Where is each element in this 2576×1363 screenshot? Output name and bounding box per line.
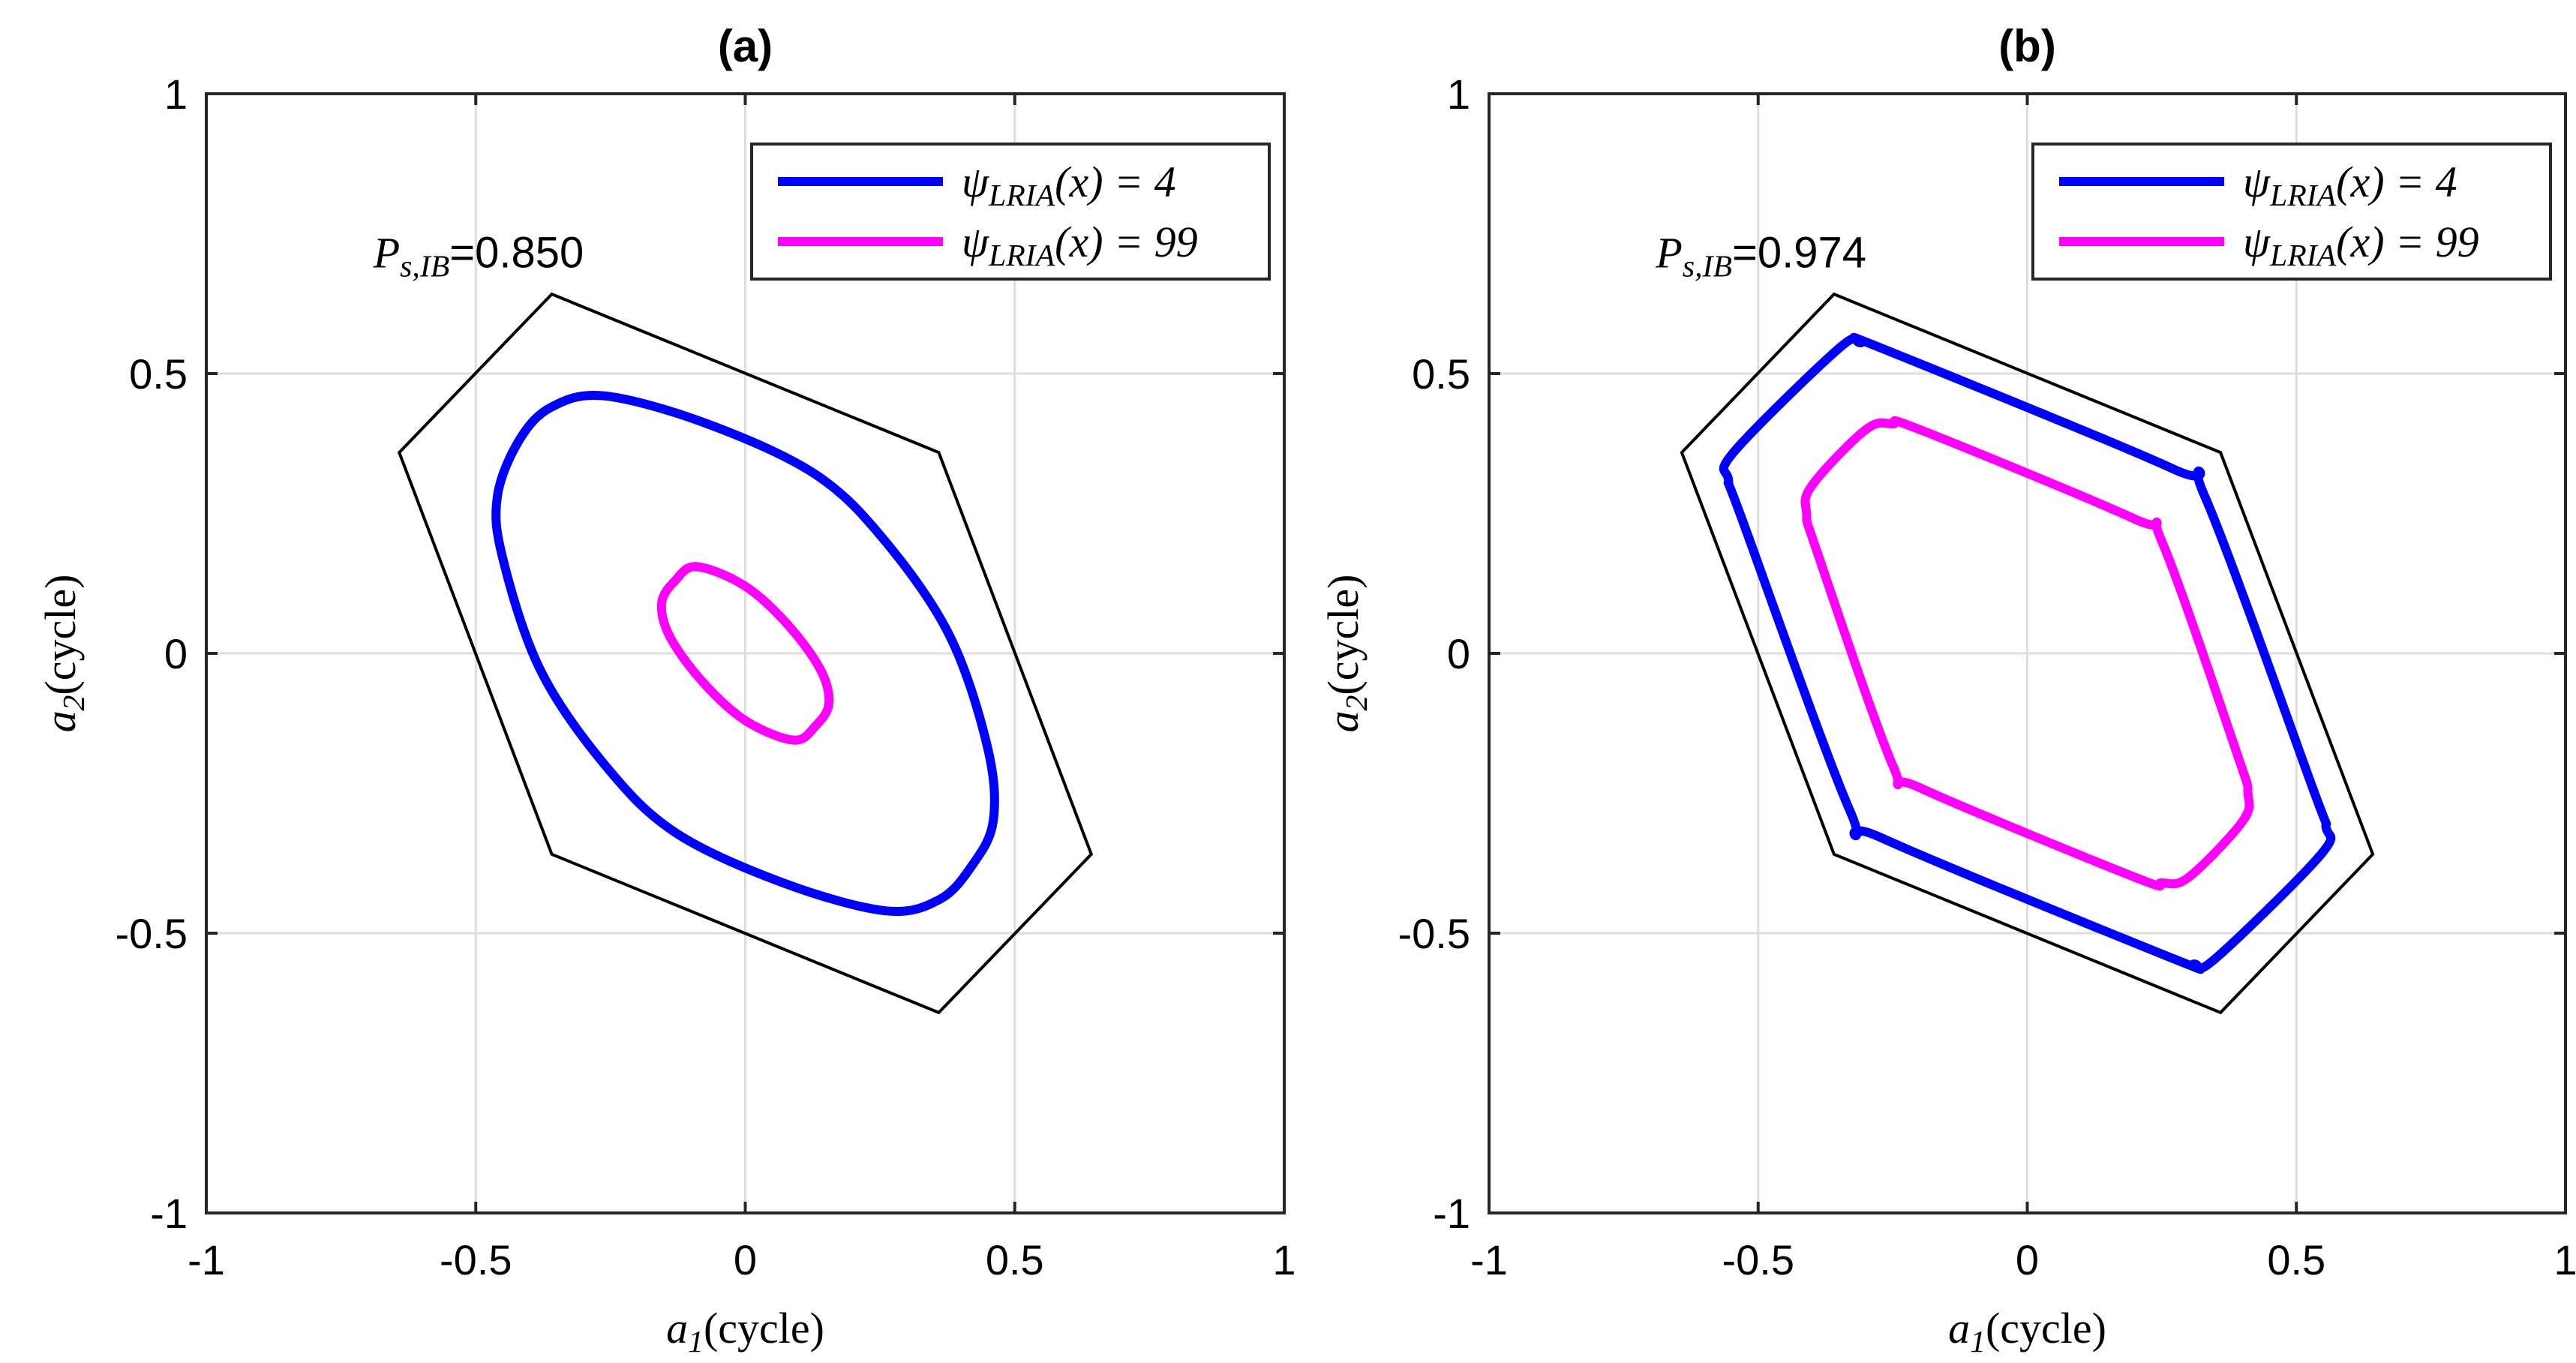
legend-entry-psi-4: ψLRIA(x) = 4 <box>2243 158 2457 213</box>
y-tick-label: 0.5 <box>129 350 188 398</box>
y-axis-label-var: a <box>36 710 85 732</box>
legend-rest: (x) = 4 <box>1055 158 1176 206</box>
legend-psi: ψ <box>962 218 989 266</box>
x-axis-label-sub: 1 <box>1970 1325 1986 1359</box>
y-tick-label: 0 <box>164 630 188 677</box>
x-tick-label: 0.5 <box>986 1236 1044 1283</box>
y-tick-label: -1 <box>150 1190 188 1237</box>
annotation-value: =0.974 <box>1732 228 1866 277</box>
panel-b: -1 -0.5 0 0.5 110.50-0.5-1(b)a1(cycle)a2(cyc… <box>1319 21 2576 1359</box>
legend-sub: LRIA <box>2269 239 2337 273</box>
y-axis-label-unit: (cycle) <box>36 575 85 695</box>
x-axis-label-sub: 1 <box>688 1325 704 1359</box>
y-tick-label: 0.5 <box>1412 350 1470 398</box>
legend-psi: ψ <box>962 158 989 206</box>
legend-entry-psi-99: ψLRIA(x) = 99 <box>2243 218 2479 273</box>
x-tick-label: -1 <box>1470 1236 1508 1283</box>
y-axis-label-sub: 2 <box>57 695 92 711</box>
hexagon-boundary <box>1680 292 2375 1015</box>
y-axis-label: a2(cycle) <box>36 575 92 733</box>
legend-entry-psi-99: ψLRIA(x) = 99 <box>962 218 1198 273</box>
annotation-var: P <box>373 228 400 277</box>
y-tick-label: -0.5 <box>1398 910 1471 957</box>
x-axis-label-var: a <box>1948 1304 1970 1352</box>
y-axis-label-var: a <box>1319 710 1368 732</box>
annotation-sub: s,IB <box>1683 249 1732 284</box>
legend-rest: (x) = 99 <box>2336 218 2479 266</box>
x-axis-label-unit: (cycle) <box>704 1304 824 1352</box>
x-tick-label: -0.5 <box>1722 1236 1795 1283</box>
legend-rest: (x) = 4 <box>2336 158 2457 206</box>
x-axis-label-var: a <box>666 1304 688 1352</box>
x-axis-label: a1(cycle) <box>1948 1304 2106 1359</box>
y-tick-label: 1 <box>1447 71 1470 118</box>
legend-rest: (x) = 99 <box>1055 218 1198 266</box>
panel-title: (b) <box>1998 21 2056 71</box>
legend-psi: ψ <box>2243 158 2271 206</box>
y-tick-label: 0 <box>1447 630 1470 677</box>
legend-psi: ψ <box>2243 218 2271 266</box>
y-axis-label: a2(cycle) <box>1319 575 1374 733</box>
series-curve-psi-99 <box>656 562 834 745</box>
x-tick-label: 0 <box>2016 1236 2039 1283</box>
x-tick-label: 0 <box>734 1236 757 1283</box>
annotation-value: =0.850 <box>449 228 584 277</box>
legend-box <box>750 143 1271 281</box>
annotation-sub: s,IB <box>400 249 449 284</box>
series-curve-psi-99 <box>1800 416 2254 891</box>
legend-sub: LRIA <box>2269 179 2337 213</box>
probability-annotation: Ps,IB=0.850 <box>373 228 584 284</box>
x-tick-label: 1 <box>2553 1236 2576 1283</box>
x-tick-label: -0.5 <box>440 1236 512 1283</box>
series-curve-psi-4 <box>1719 332 2336 974</box>
x-tick-label: 0.5 <box>2267 1236 2325 1283</box>
x-tick-label: -1 <box>188 1236 225 1283</box>
y-axis-label-sub: 2 <box>1340 695 1374 711</box>
legend-box <box>2031 143 2552 281</box>
x-tick-label: 1 <box>1272 1236 1296 1283</box>
legend-sub: LRIA <box>988 179 1055 213</box>
panel-a: -1 -0.5 0 0.5 110.50-0.5-1(a)a1(cycle)a2(cyc… <box>36 21 1296 1359</box>
series-curve-psi-4 <box>491 391 999 916</box>
x-axis-label: a1(cycle) <box>666 1304 824 1359</box>
legend-sub: LRIA <box>988 239 1055 273</box>
y-axis-label-unit: (cycle) <box>1319 575 1368 695</box>
x-axis-label-unit: (cycle) <box>1986 1304 2106 1352</box>
annotation-var: P <box>1655 228 1682 277</box>
probability-annotation: Ps,IB=0.974 <box>1655 228 1866 284</box>
hexagon-boundary <box>397 292 1094 1015</box>
y-tick-label: 1 <box>164 71 188 118</box>
y-tick-label: -0.5 <box>116 910 188 957</box>
y-tick-label: -1 <box>1433 1190 1470 1237</box>
panel-title: (a) <box>718 21 773 71</box>
legend-entry-psi-4: ψLRIA(x) = 4 <box>962 158 1176 213</box>
